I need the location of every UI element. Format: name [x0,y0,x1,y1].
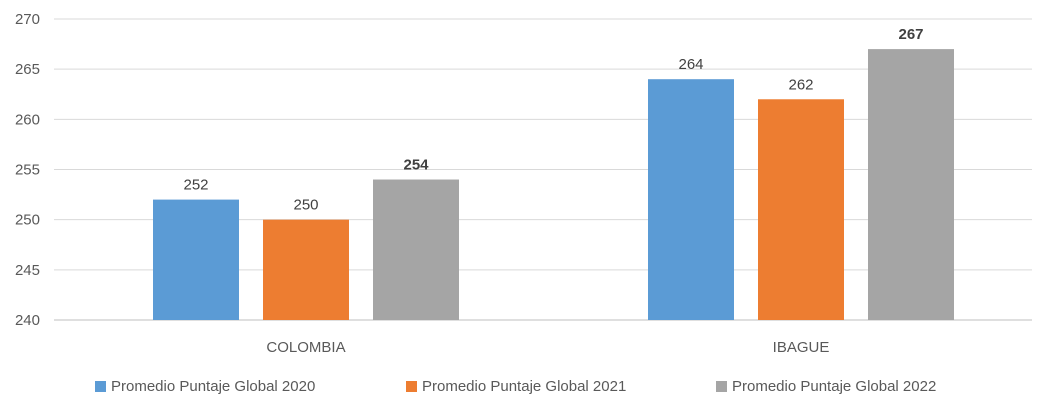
bar-colombia-series-2 [263,219,349,320]
y-axis-ticks: 240 245 250 255 260 265 270 [15,11,40,329]
y-tick-label: 245 [15,262,40,279]
y-tick-label: 260 [15,111,40,128]
x-category-label: IBAGUE [773,339,830,356]
bar-colombia-series-1 [153,199,239,320]
data-label: 250 [293,197,318,214]
x-axis-categories: COLOMBIA IBAGUE [266,339,829,356]
data-label: 252 [183,177,208,194]
data-labels: 252 250 254 264 262 267 [183,26,923,214]
legend-swatch [406,381,417,392]
y-tick-label: 265 [15,61,40,78]
y-tick-label: 240 [15,312,40,329]
data-label: 254 [403,157,429,174]
data-label: 264 [678,56,703,73]
legend-label: Promedio Puntaje Global 2021 [422,378,626,395]
x-category-label: COLOMBIA [266,339,345,356]
bar-colombia-series-3 [373,179,459,320]
y-tick-label: 250 [15,212,40,229]
legend-swatch [95,381,106,392]
data-label: 262 [788,76,813,93]
bars [153,49,954,321]
legend-label: Promedio Puntaje Global 2020 [111,378,315,395]
y-tick-label: 270 [15,11,40,28]
bar-ibague-series-1 [648,79,734,320]
y-tick-label: 255 [15,162,40,179]
bar-ibague-series-2 [758,99,844,321]
legend-swatch [716,381,727,392]
legend-label: Promedio Puntaje Global 2022 [732,378,936,395]
legend: Promedio Puntaje Global 2020 Promedio Pun… [95,378,936,395]
bar-ibague-series-3 [868,49,954,320]
data-label: 267 [898,26,923,43]
